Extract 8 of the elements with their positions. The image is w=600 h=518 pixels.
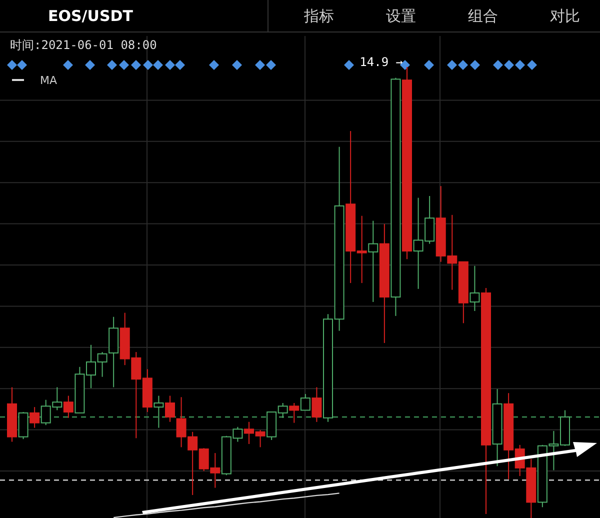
- text: 设置: [386, 7, 416, 25]
- chart-subtitle: 时间:2021-06-01 08:00: [10, 38, 157, 52]
- legend-label: MA: [40, 74, 58, 87]
- text: 对比: [550, 7, 580, 25]
- text: 指标: [303, 7, 334, 25]
- chart-title: EOS/USDT: [48, 7, 134, 25]
- legend: MA: [12, 74, 58, 87]
- text: 组合: [468, 7, 498, 25]
